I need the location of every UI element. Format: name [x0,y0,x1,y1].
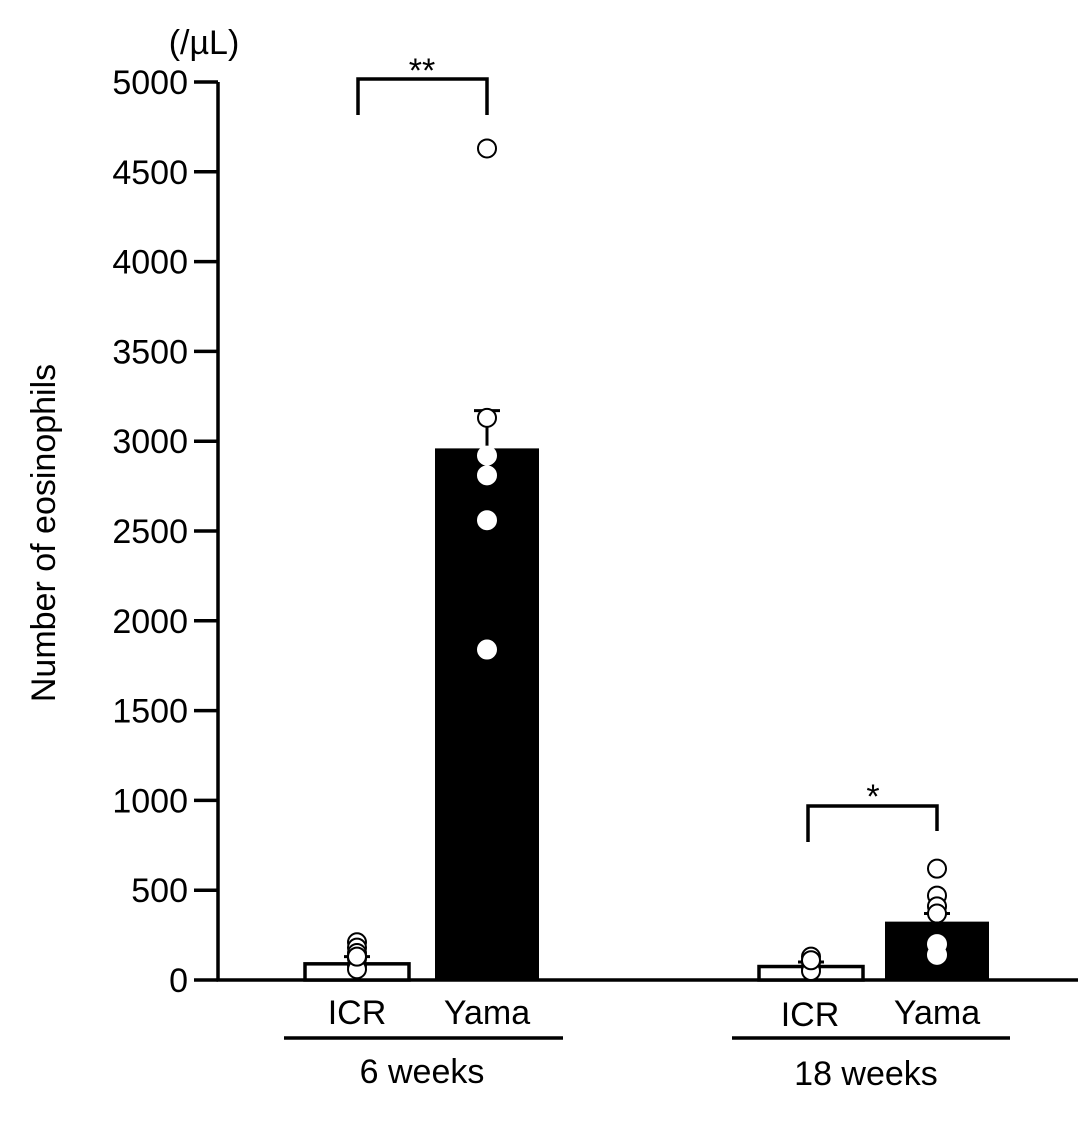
unit-label: (/µL) [169,24,240,62]
data-point-1-1-5 [927,944,947,965]
y-tick-label-3500: 3500 [112,333,188,371]
significance-label-6-weeks: ** [409,52,435,90]
y-axis-label: Number of eosinophils [25,364,63,702]
data-point-1-1-0 [927,858,947,879]
group-label-6-weeks: 6 weeks [360,1053,485,1091]
data-point-0-0-6 [347,946,367,967]
data-point-1-1-3 [927,903,947,924]
y-tick-label-2500: 2500 [112,513,188,551]
y-tick-label-3000: 3000 [112,423,188,461]
data-point-0-1-0 [477,138,497,159]
significance-bracket-0 [356,77,489,115]
y-tick-label-1500: 1500 [112,693,188,731]
data-point-0-1-4 [477,510,497,531]
group-label-18-weeks: 18 weeks [794,1055,938,1093]
category-label-18w-icr: ICR [781,996,840,1034]
y-tick-label-4500: 4500 [112,154,188,192]
category-label-18w-yama: Yama [894,994,980,1032]
axes: 0 500 1000 1500 2000 2500 3000 3500 4000 4500 5000 [112,64,1078,1040]
y-tick-label-2000: 2000 [112,603,188,641]
y-tick-label-4000: 4000 [112,244,188,282]
data-point-0-1-5 [477,639,497,660]
category-label-6w-yama: Yama [444,994,530,1032]
chart-labels: (/µL) Number of eosinophils ICR Yama ICR… [25,24,980,1093]
data-point-0-1-3 [477,465,497,486]
significance-label-18-weeks: * [866,778,879,816]
data-point-1-0-4 [801,950,821,971]
y-tick-label-1000: 1000 [112,782,188,820]
y-tick-label-5000: 5000 [112,64,188,102]
chart-marks [303,77,989,982]
y-tick-label-500: 500 [131,872,188,910]
y-tick-label-0: 0 [169,962,188,1000]
bar-0-1 [435,448,539,980]
category-label-6w-icr: ICR [328,994,387,1032]
data-point-0-1-2 [477,445,497,466]
significance-bracket-1 [806,804,939,842]
data-point-0-1-1 [477,407,497,428]
